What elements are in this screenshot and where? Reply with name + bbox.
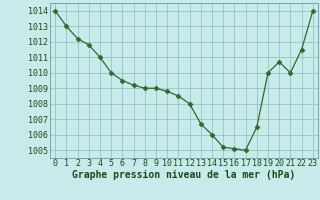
X-axis label: Graphe pression niveau de la mer (hPa): Graphe pression niveau de la mer (hPa) bbox=[72, 170, 296, 180]
